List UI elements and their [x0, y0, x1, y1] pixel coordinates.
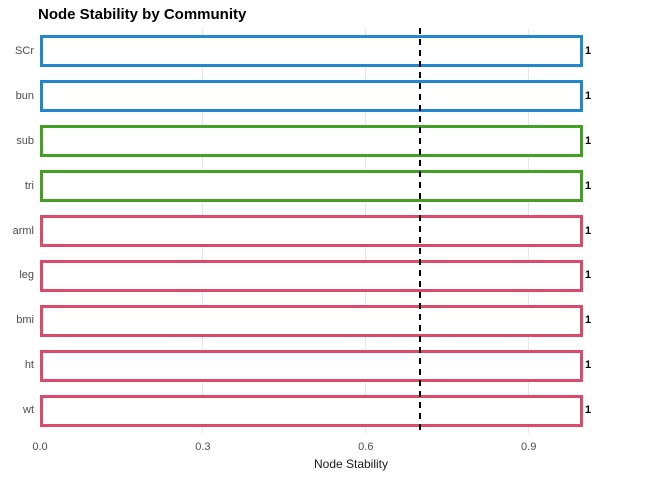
x-tick-label-0.6: 0.6	[358, 441, 374, 453]
reference-line	[419, 28, 422, 433]
bar-arml	[40, 215, 583, 247]
bar-value-label-tri: 1	[585, 179, 592, 192]
bar-value-label-arml: 1	[585, 224, 592, 237]
bar-value-label-bun: 1	[585, 89, 592, 102]
y-axis-label-tri: tri	[24, 179, 34, 192]
y-axis-label-leg: leg	[19, 269, 34, 282]
chart-title: Node Stability by Community	[38, 6, 247, 23]
bar-value-label-sub: 1	[585, 134, 592, 147]
bar-value-label-leg: 1	[585, 269, 592, 282]
x-tick-label-0.0: 0.0	[32, 441, 48, 453]
x-tick-label-0.3: 0.3	[195, 441, 211, 453]
bar-bmi	[40, 304, 583, 337]
x-axis-title: Node Stability	[313, 457, 389, 471]
bar-bun	[40, 80, 583, 113]
bar-value-label-SCr: 1	[585, 44, 592, 57]
y-axis-label-arml: arml	[12, 224, 34, 237]
x-tick-label-0.9: 0.9	[521, 441, 537, 453]
bar-ht	[40, 349, 583, 382]
y-axis-label-sub: sub	[16, 134, 34, 147]
bar-sub	[40, 125, 583, 158]
bar-leg	[40, 259, 583, 292]
y-axis-label-bun: bun	[15, 89, 34, 102]
bar-wt	[40, 394, 583, 427]
bar-value-label-wt: 1	[585, 404, 592, 417]
y-axis-label-SCr: SCr	[15, 44, 34, 57]
bar-SCr	[40, 35, 583, 68]
y-axis-label-wt: wt	[23, 404, 34, 417]
bar-value-label-ht: 1	[585, 359, 592, 372]
y-axis-label-ht: ht	[24, 359, 34, 372]
bar-value-label-bmi: 1	[585, 314, 592, 327]
y-axis-label-bmi: bmi	[16, 314, 34, 327]
bar-tri	[40, 170, 583, 203]
